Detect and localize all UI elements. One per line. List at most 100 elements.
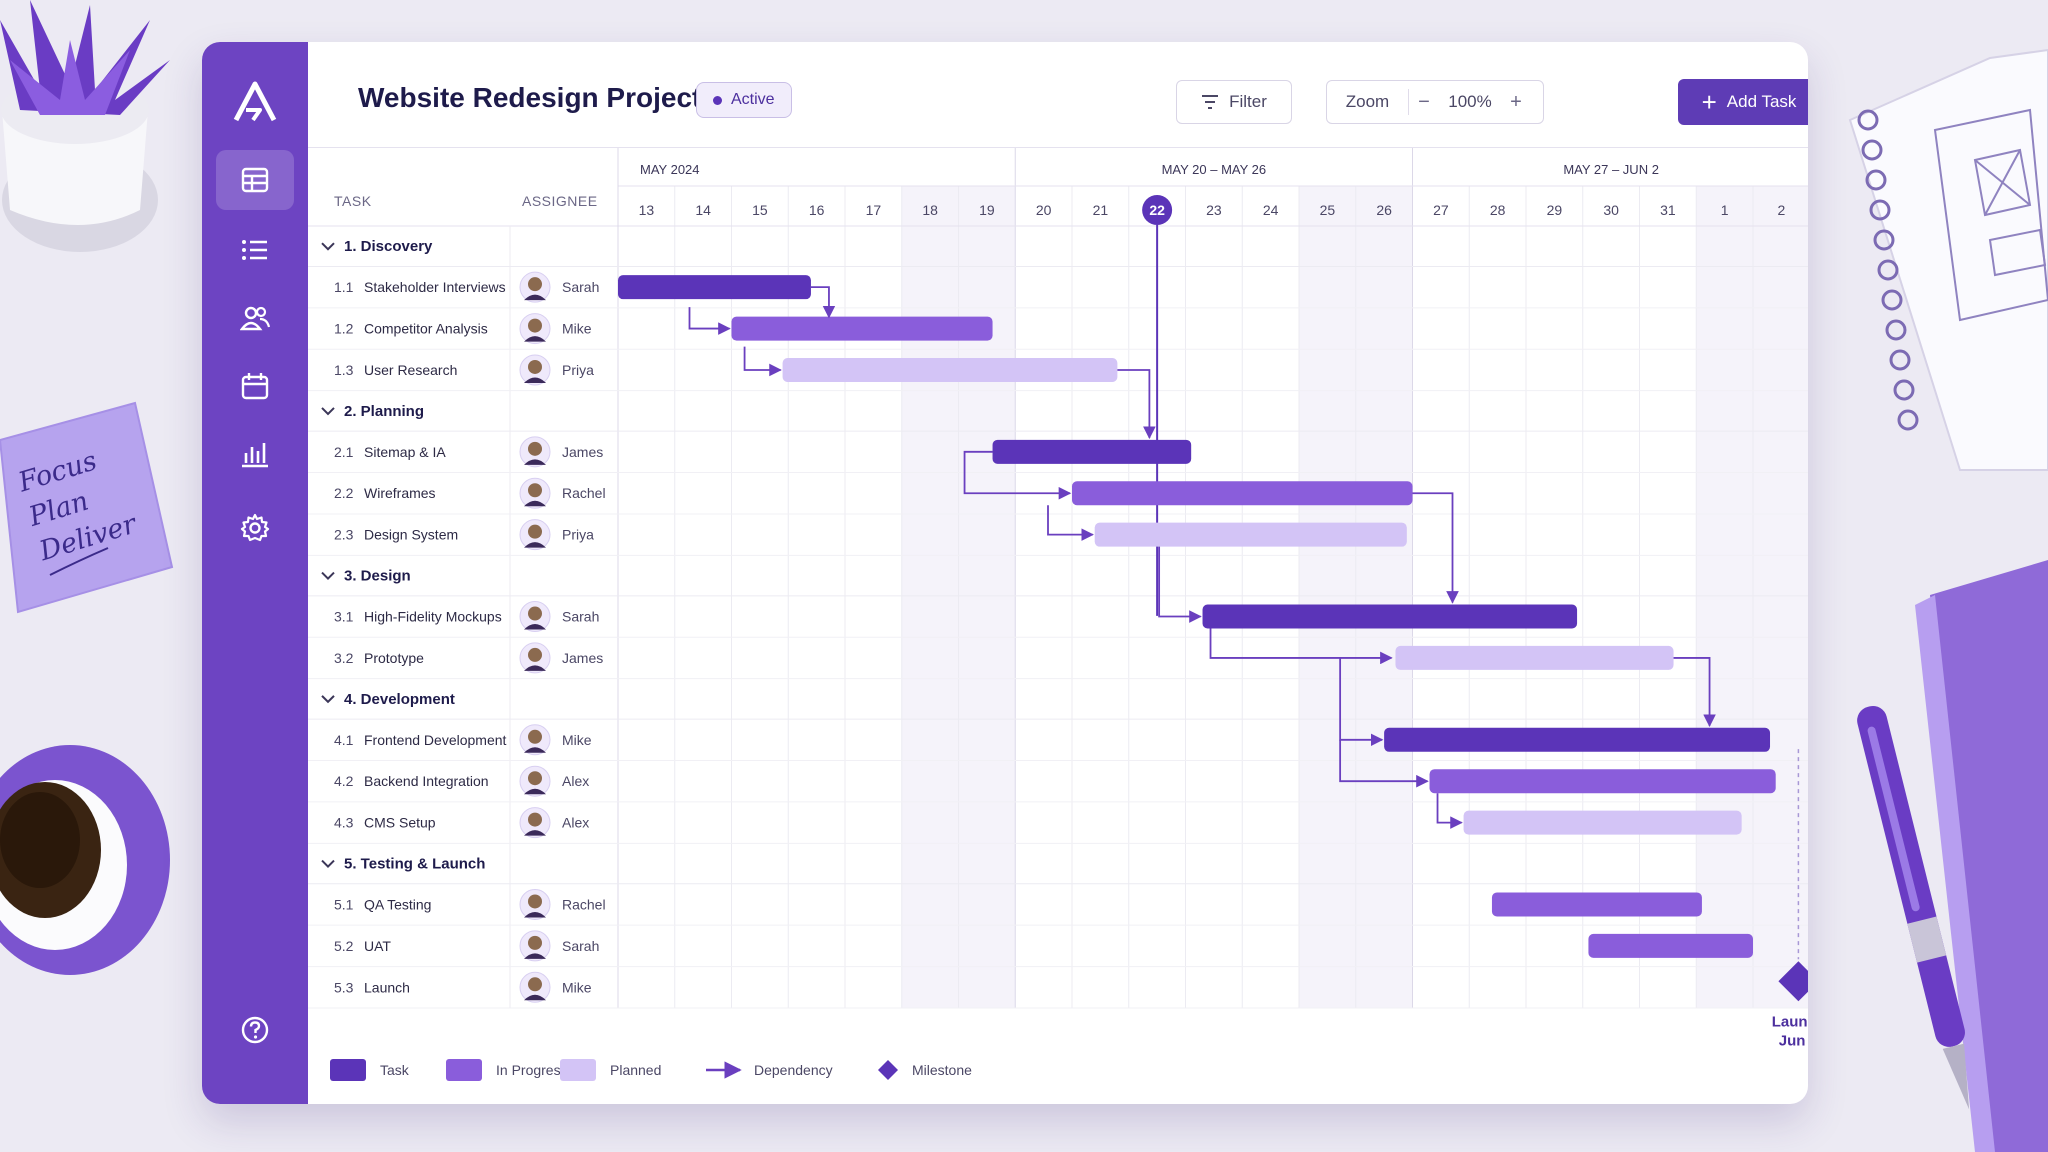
avatar-body-icon xyxy=(524,788,546,795)
day-label: 29 xyxy=(1547,202,1563,218)
zoom-out-button[interactable]: − xyxy=(1418,90,1430,113)
legend-label: Planned xyxy=(610,1062,661,1078)
task-bar-planned xyxy=(1395,645,1674,670)
zoom-value: 100% xyxy=(1448,92,1492,111)
filter-button[interactable]: Filter xyxy=(1176,80,1292,124)
task-id: 1.2 xyxy=(334,321,354,337)
header: Website Redesign Project Active Filter Z… xyxy=(308,42,1808,148)
weekend-column xyxy=(1299,186,1356,1008)
calendar-icon xyxy=(241,373,269,400)
avatar-face-icon xyxy=(528,606,542,621)
users-icon xyxy=(240,306,270,331)
group-label: 5. Testing & Launch xyxy=(344,856,485,873)
sidebar-item-list[interactable] xyxy=(216,220,294,280)
sketchbook-decoration xyxy=(1848,48,2048,471)
day-label: 25 xyxy=(1320,202,1336,218)
sidebar-item-settings[interactable] xyxy=(216,498,294,558)
assignee-name: Rachel xyxy=(562,896,606,912)
sticky-note xyxy=(0,401,174,614)
weekend-column xyxy=(1753,186,1808,1008)
column-header-assignee: ASSIGNEE xyxy=(522,193,598,209)
avatar-face-icon xyxy=(528,483,542,498)
app-logo-icon xyxy=(233,81,277,122)
avatar-face-icon xyxy=(528,771,542,786)
avatar-body-icon xyxy=(524,500,546,507)
day-label: 18 xyxy=(922,202,938,218)
task-bar-task xyxy=(1384,727,1771,752)
day-label: 17 xyxy=(866,202,882,218)
day-label: 21 xyxy=(1093,202,1109,218)
dependency-arrow xyxy=(1047,505,1094,541)
avatar-body-icon xyxy=(524,459,546,465)
avatar-body-icon xyxy=(524,747,546,753)
day-label: 20 xyxy=(1036,202,1052,218)
legend-milestone-swatch xyxy=(878,1060,898,1080)
task-id: 4.2 xyxy=(334,773,354,789)
page-title: Website Redesign Project xyxy=(358,82,702,113)
task-name: User Research xyxy=(364,362,457,378)
assignee-name: Sarah xyxy=(562,609,599,625)
legend-task-swatch xyxy=(330,1059,366,1081)
avatar-face-icon xyxy=(528,812,542,827)
avatar-face-icon xyxy=(528,524,542,539)
task-bar-inprogress xyxy=(1588,933,1753,958)
pen-decoration xyxy=(1857,706,1970,1110)
task-bar-task xyxy=(1202,604,1578,629)
zoom-control: Zoom − 100% + xyxy=(1326,80,1544,124)
dependency-arrow xyxy=(1673,657,1716,728)
task-id: 5.2 xyxy=(334,938,354,954)
day-label: 1 xyxy=(1721,202,1729,218)
day-label: 14 xyxy=(695,202,711,218)
dependency-arrow xyxy=(963,450,1072,500)
legend-label: Dependency xyxy=(754,1062,833,1078)
task-name: Sitemap & IA xyxy=(364,444,446,460)
legend-label: In Progress xyxy=(496,1062,568,1078)
sidebar-item-reports[interactable] xyxy=(216,424,294,484)
task-bar-inprogress xyxy=(731,316,993,341)
legend-label: Task xyxy=(380,1062,410,1078)
avatar-face-icon xyxy=(528,935,542,950)
dependency-arrow xyxy=(1158,546,1202,623)
group-label: 3. Design xyxy=(344,568,411,585)
legend-label: Milestone xyxy=(912,1062,972,1078)
assignee-name: Mike xyxy=(562,321,592,337)
group-label: 1. Discovery xyxy=(344,238,433,255)
weekend-column xyxy=(901,186,959,1008)
legend-inprogress-swatch xyxy=(446,1059,482,1081)
sidebar-item-gantt[interactable] xyxy=(216,150,294,210)
sidebar xyxy=(202,42,308,1104)
zoom-in-button[interactable]: + xyxy=(1510,90,1522,113)
group-label: 2. Planning xyxy=(344,403,424,420)
chevron-down-icon xyxy=(321,859,335,868)
task-bar-inprogress xyxy=(1429,769,1776,794)
filter-label: Filter xyxy=(1229,92,1267,111)
task-id: 5.3 xyxy=(334,979,354,995)
task-bar-inprogress xyxy=(1491,892,1702,917)
task-id: 1.3 xyxy=(334,362,354,378)
assignee-name: Alex xyxy=(562,773,589,789)
dependency-arrow xyxy=(810,286,836,319)
help-icon xyxy=(241,1016,269,1044)
avatar-body-icon xyxy=(524,911,546,918)
task-name: Competitor Analysis xyxy=(364,321,488,337)
help-button[interactable] xyxy=(216,1000,294,1060)
avatar-body-icon xyxy=(524,830,546,836)
month-label: MAY 20 – MAY 26 xyxy=(1162,162,1267,177)
assignee-name: Mike xyxy=(562,732,592,748)
sidebar-item-calendar[interactable] xyxy=(216,356,294,416)
assignee-name: Priya xyxy=(562,527,594,543)
filter-icon xyxy=(1202,95,1219,109)
task-id: 2.2 xyxy=(334,485,354,501)
task-id: 1.1 xyxy=(334,279,354,295)
gear-icon xyxy=(240,513,270,542)
weekend-column xyxy=(1696,186,1753,1008)
day-label-today: 22 xyxy=(1149,202,1165,218)
sidebar-item-team[interactable] xyxy=(216,288,294,348)
bar-chart-icon xyxy=(242,443,268,468)
status-badge: Active xyxy=(696,82,792,118)
column-header-task: TASK xyxy=(334,193,372,209)
day-label: 24 xyxy=(1263,202,1279,218)
chevron-down-icon xyxy=(321,571,335,581)
add-task-button[interactable]: + Add Task xyxy=(1678,79,1808,125)
assignee-name: Rachel xyxy=(562,485,606,501)
